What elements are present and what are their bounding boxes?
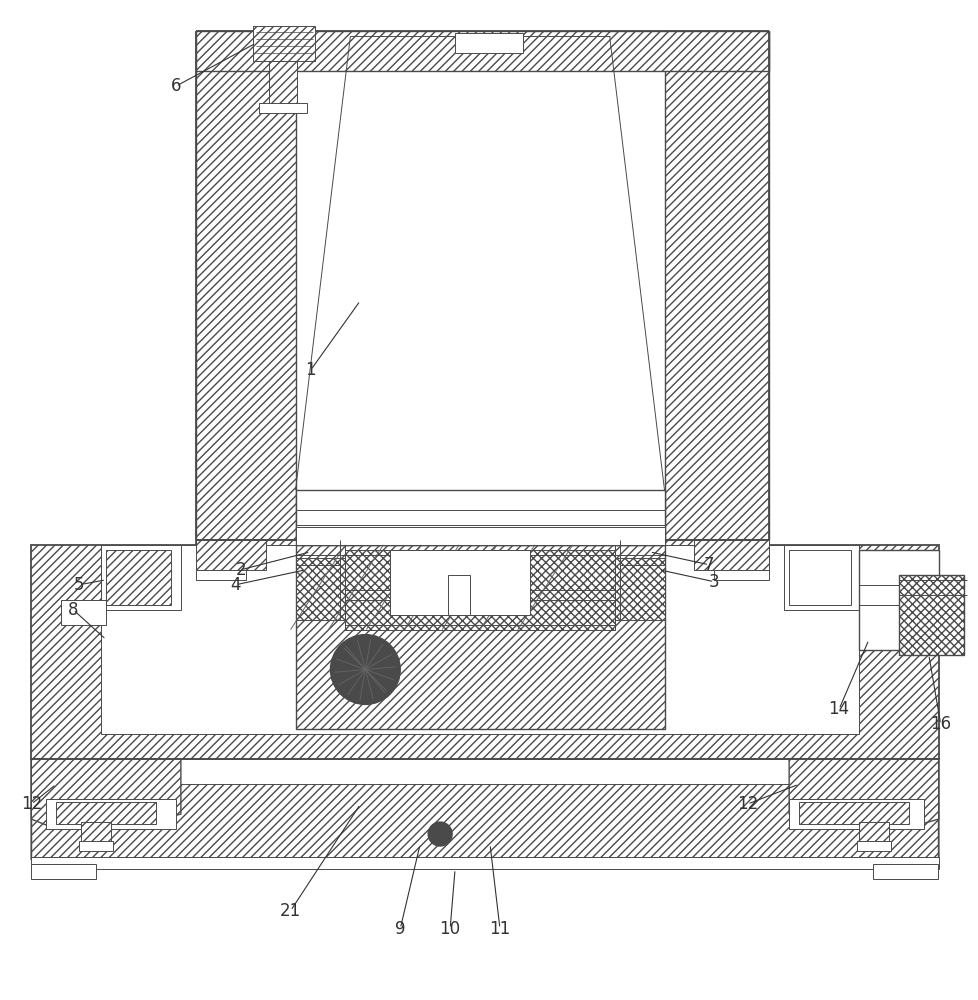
Polygon shape xyxy=(252,26,315,61)
Bar xyxy=(858,550,938,650)
Bar xyxy=(858,822,888,844)
Bar xyxy=(714,570,769,580)
Polygon shape xyxy=(196,31,769,71)
Bar xyxy=(898,575,962,655)
Text: 10: 10 xyxy=(439,920,461,938)
Polygon shape xyxy=(788,759,938,829)
Text: 21: 21 xyxy=(280,902,301,920)
Text: 12: 12 xyxy=(21,795,42,813)
Bar xyxy=(31,864,96,879)
Bar xyxy=(196,570,245,580)
Circle shape xyxy=(331,635,400,704)
Bar xyxy=(31,857,938,869)
Bar xyxy=(693,540,769,570)
Bar xyxy=(101,545,181,610)
Bar xyxy=(101,759,858,784)
Bar xyxy=(62,600,106,625)
Text: 9: 9 xyxy=(394,920,405,938)
Text: 6: 6 xyxy=(170,77,181,95)
Circle shape xyxy=(427,822,452,846)
Polygon shape xyxy=(31,545,938,759)
Bar xyxy=(788,799,923,829)
Bar xyxy=(783,545,858,610)
Bar xyxy=(258,103,306,113)
Polygon shape xyxy=(295,545,664,729)
Polygon shape xyxy=(196,540,340,620)
Text: 5: 5 xyxy=(74,576,84,594)
Bar xyxy=(455,33,522,53)
Polygon shape xyxy=(101,545,858,734)
Bar xyxy=(56,802,156,824)
Bar xyxy=(46,799,176,829)
Text: 16: 16 xyxy=(929,715,951,733)
Text: 8: 8 xyxy=(67,601,78,619)
Bar xyxy=(81,822,111,844)
Polygon shape xyxy=(31,759,938,869)
Text: 2: 2 xyxy=(235,561,245,579)
Bar xyxy=(798,802,908,824)
Text: 1: 1 xyxy=(305,361,316,379)
Text: 4: 4 xyxy=(230,576,241,594)
Bar xyxy=(268,61,296,106)
Bar xyxy=(79,841,112,851)
Polygon shape xyxy=(619,540,769,620)
Bar xyxy=(295,490,664,545)
Bar xyxy=(295,558,664,620)
Text: 3: 3 xyxy=(708,573,719,591)
Bar xyxy=(872,864,937,879)
Text: 12: 12 xyxy=(735,795,757,813)
Polygon shape xyxy=(196,31,295,540)
Bar xyxy=(448,575,469,615)
Polygon shape xyxy=(31,759,181,829)
Text: 14: 14 xyxy=(827,700,849,718)
Bar xyxy=(345,550,614,630)
Bar xyxy=(788,550,850,605)
Bar xyxy=(390,550,529,615)
Bar xyxy=(196,540,265,570)
Text: 11: 11 xyxy=(489,920,511,938)
Bar xyxy=(856,841,890,851)
Text: 7: 7 xyxy=(703,556,714,574)
Bar xyxy=(106,550,171,605)
Polygon shape xyxy=(664,31,769,540)
Bar xyxy=(295,527,664,545)
